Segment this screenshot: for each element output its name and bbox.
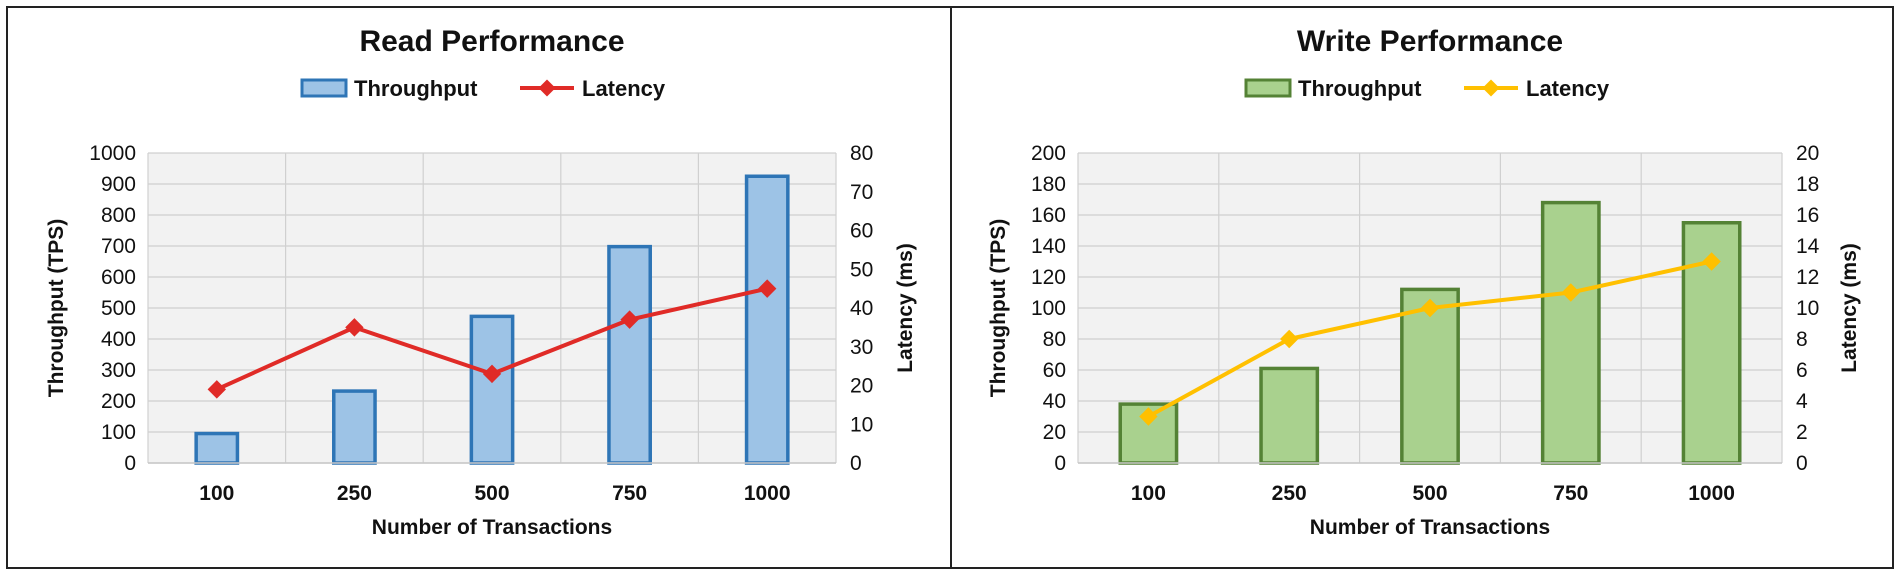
y2-axis-title: Latency (ms) (1838, 243, 1861, 373)
legend-swatch-throughput (1244, 78, 1292, 98)
y2-tick-label: 14 (1796, 235, 1820, 258)
y-tick-label: 0 (1054, 452, 1066, 475)
y-tick-label: 800 (101, 204, 136, 227)
y-tick-label: 200 (1031, 142, 1066, 165)
legend-marker-latency (538, 79, 556, 97)
y2-tick-label: 12 (1796, 266, 1819, 289)
latency-point-1000 (758, 279, 777, 298)
y2-axis-title: Latency (ms) (894, 243, 917, 373)
x-axis-title: Number of Transactions (1310, 516, 1550, 539)
y2-tick-label: 80 (850, 142, 873, 165)
y-axis-title: Throughput (TPS) (987, 219, 1010, 397)
y2-tick-label: 10 (850, 413, 873, 436)
y-tick-label: 300 (101, 359, 136, 382)
latency-point-100 (207, 380, 226, 399)
chart-title: Write Performance (1297, 25, 1563, 58)
y2-tick-label: 6 (1796, 359, 1808, 382)
latency-point-1000 (1702, 252, 1721, 271)
y-axis-title: Throughput (TPS) (45, 219, 68, 397)
latency-point-500 (1420, 298, 1440, 318)
y-tick-label: 180 (1031, 173, 1066, 196)
y-tick-label: 120 (1031, 266, 1066, 289)
y-tick-label: 600 (101, 266, 136, 289)
y2-tick-label: 0 (850, 452, 862, 475)
y2-tick-label: 16 (1796, 204, 1819, 227)
y2-tick-label: 50 (850, 258, 873, 281)
y-tick-label: 140 (1031, 235, 1066, 258)
y2-tick-label: 4 (1796, 390, 1808, 413)
y2-tick-label: 8 (1796, 328, 1808, 351)
bar-throughput-250 (332, 389, 377, 465)
y-tick-label: 40 (1043, 390, 1066, 413)
x-axis-title: Number of Transactions (372, 516, 612, 539)
bar-throughput-500 (469, 314, 515, 465)
x-tick-label: 250 (337, 482, 372, 505)
x-tick-label: 100 (199, 482, 234, 505)
latency-point-250 (345, 318, 364, 337)
y2-tick-label: 70 (850, 181, 873, 204)
x-tick-label: 500 (1412, 482, 1447, 505)
bar-throughput-1000 (744, 174, 790, 465)
latency-point-750 (620, 310, 639, 329)
x-tick-label: 1000 (1688, 482, 1735, 505)
y-tick-label: 100 (1031, 297, 1066, 320)
y-tick-label: 900 (101, 173, 136, 196)
legend-swatch-throughput (300, 78, 348, 98)
bar-throughput-750 (1540, 200, 1601, 465)
y-tick-label: 0 (124, 452, 136, 475)
y-tick-label: 80 (1043, 328, 1066, 351)
legend-label-throughput: Throughput (1298, 76, 1422, 101)
bar-throughput-1000 (1681, 221, 1742, 465)
y2-tick-label: 60 (850, 220, 873, 243)
legend: Throughput Latency (300, 76, 666, 101)
bar-throughput-750 (607, 244, 652, 465)
chart-title: Read Performance (359, 25, 624, 58)
legend-label-latency: Latency (582, 76, 666, 101)
y2-tick-label: 20 (1796, 142, 1819, 165)
y2-tick-label: 0 (1796, 452, 1808, 475)
legend-label-throughput: Throughput (354, 76, 478, 101)
latency-point-500 (482, 364, 502, 384)
x-tick-label: 750 (1553, 482, 1588, 505)
x-tick-label: 500 (474, 482, 509, 505)
y2-tick-label: 20 (850, 375, 873, 398)
x-tick-label: 250 (1272, 482, 1307, 505)
y-tick-label: 1000 (89, 142, 136, 165)
legend-label-latency: Latency (1526, 76, 1610, 101)
y2-tick-label: 30 (850, 336, 873, 359)
y-tick-label: 200 (101, 390, 136, 413)
y-tick-label: 20 (1043, 421, 1066, 444)
bar-throughput-250 (1259, 366, 1320, 465)
x-tick-label: 1000 (744, 482, 791, 505)
y2-tick-label: 18 (1796, 173, 1819, 196)
y-tick-label: 100 (101, 421, 136, 444)
x-tick-label: 750 (612, 482, 647, 505)
legend-marker-latency (1482, 79, 1500, 97)
write-performance-panel: Write Performance Throughput Latency 0 20 40 6… (950, 6, 1894, 569)
y2-tick-label: 2 (1796, 421, 1808, 444)
x-tick-label: 100 (1131, 482, 1166, 505)
bar-throughput-100 (194, 431, 240, 465)
y-tick-label: 60 (1043, 359, 1066, 382)
read-performance-panel: Read Performance Throughput Latency 0 100 200… (6, 6, 952, 569)
legend: Throughput Latency (1244, 76, 1610, 101)
y-tick-label: 400 (101, 328, 136, 351)
bar-throughput-500 (1400, 287, 1460, 465)
y2-tick-label: 40 (850, 297, 873, 320)
y-tick-label: 700 (101, 235, 136, 258)
y-tick-label: 500 (101, 297, 136, 320)
y2-tick-label: 10 (1796, 297, 1819, 320)
y-tick-label: 160 (1031, 204, 1066, 227)
